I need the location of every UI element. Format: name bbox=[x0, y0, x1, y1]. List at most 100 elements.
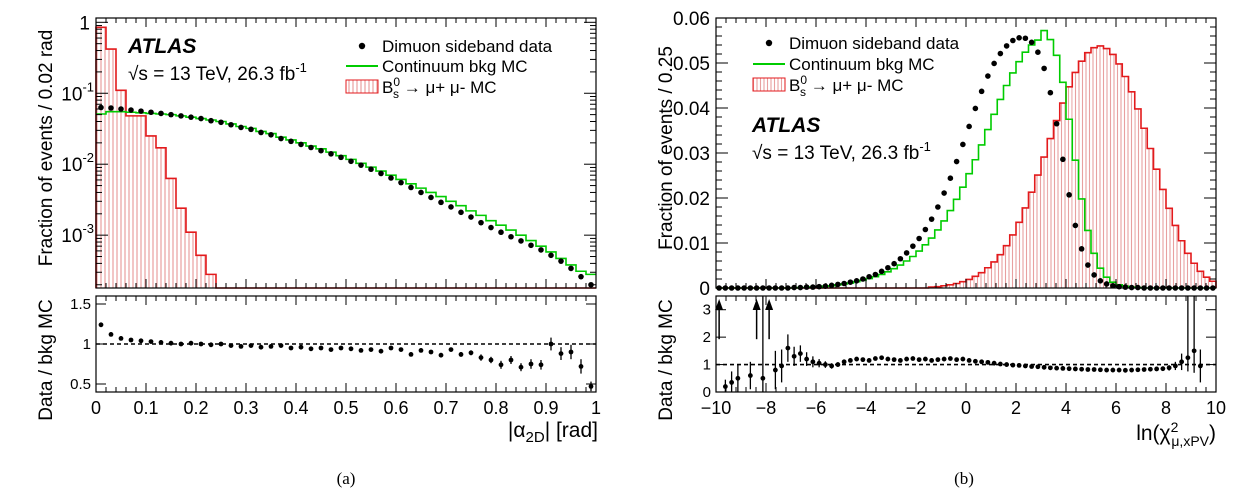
panel-a-y-axis-label: Fraction of events / 0.02 rad bbox=[36, 30, 57, 267]
ratio-point bbox=[298, 344, 304, 350]
ratio-point bbox=[448, 347, 454, 352]
ratio-point bbox=[854, 356, 860, 362]
ratio-arrow-head bbox=[765, 299, 774, 310]
ratio-point bbox=[929, 358, 935, 363]
y-tick-label: 0.03 bbox=[673, 144, 710, 165]
data-point bbox=[1041, 65, 1047, 72]
panel-b-legend: Dimuon sideband data Continuum bkg MC B0… bbox=[752, 34, 960, 99]
signal-bar bbox=[1141, 128, 1148, 288]
data-point bbox=[1053, 120, 1060, 127]
data-point bbox=[1085, 262, 1091, 268]
data-point bbox=[128, 107, 134, 113]
data-point bbox=[1116, 283, 1122, 290]
data-point bbox=[897, 255, 904, 262]
data-point bbox=[997, 50, 1004, 57]
y-tick-label: 0.02 bbox=[673, 189, 710, 210]
ratio-point bbox=[218, 341, 224, 347]
x-tick-label: 0.8 bbox=[483, 398, 508, 418]
signal-bar bbox=[1172, 225, 1179, 288]
data-point bbox=[910, 243, 916, 249]
signal-bar bbox=[1016, 222, 1023, 288]
signal-bar bbox=[959, 281, 966, 288]
data-point bbox=[338, 154, 344, 161]
data-point bbox=[847, 279, 854, 285]
ratio-point bbox=[1166, 365, 1172, 371]
ratio-point bbox=[735, 375, 741, 381]
y-tick-label: 10-2 bbox=[61, 150, 94, 176]
data-point bbox=[458, 209, 464, 216]
ratio-point bbox=[891, 357, 897, 363]
panel-a-ratio-y-axis-label: Data / bkg MC bbox=[36, 299, 57, 420]
data-point bbox=[328, 151, 334, 157]
ratio-point bbox=[138, 338, 144, 344]
ratio-point bbox=[910, 356, 916, 361]
ratio-y-tick-label: 1 bbox=[83, 336, 91, 353]
ratio-point bbox=[588, 384, 594, 389]
ratio-point bbox=[822, 362, 828, 367]
ratio-point bbox=[108, 332, 114, 337]
data-point bbox=[991, 60, 997, 67]
data-point bbox=[358, 162, 364, 168]
ratio-point bbox=[258, 344, 264, 350]
data-point bbox=[208, 117, 214, 124]
ratio-plot-frame bbox=[715, 295, 1217, 393]
signal-bar bbox=[1072, 72, 1079, 288]
panel-a-energy-label: √s = 13 TeV, 26.3 fb-1 bbox=[128, 60, 307, 85]
ratio-point bbox=[578, 364, 584, 369]
y-tick-label: 0.06 bbox=[673, 9, 710, 30]
panel-a: 110-110-210-3 0 0.1 0.2 0.3 0.4 0.5 0.6 0.7 0.8 0… bbox=[36, 13, 601, 488]
ratio-point bbox=[860, 357, 866, 363]
ratio-point bbox=[238, 344, 244, 349]
signal-bar bbox=[997, 254, 1004, 288]
panel-b-atlas-label: ATLAS bbox=[751, 114, 820, 137]
signal-bar bbox=[196, 255, 206, 288]
data-point bbox=[278, 135, 284, 142]
ratio-point bbox=[1085, 367, 1091, 372]
x-tick-label: 0.3 bbox=[233, 398, 258, 418]
legend-signal-label: B0 s → μ+ μ- MC bbox=[789, 73, 904, 99]
ratio-point bbox=[1104, 367, 1110, 373]
ratio-point bbox=[879, 355, 885, 361]
panel-a-ratio-plot: 0 0.1 0.2 0.3 0.4 0.5 0.6 0.7 0.8 0.9 1 0.5 1 1.5 bbox=[70, 295, 601, 418]
ratio-point bbox=[198, 341, 204, 347]
legend-signal-marker bbox=[345, 79, 379, 94]
data-point bbox=[966, 123, 972, 130]
data-point bbox=[568, 265, 574, 272]
ratio-y-tick-label: 0.5 bbox=[70, 376, 91, 393]
ratio-point bbox=[904, 356, 910, 362]
ratio-point bbox=[729, 380, 735, 385]
data-point bbox=[238, 124, 244, 131]
signal-bar bbox=[1022, 207, 1029, 288]
signal-bar bbox=[116, 90, 126, 288]
data-point bbox=[853, 278, 860, 284]
ratio-point bbox=[779, 363, 785, 369]
data-point bbox=[108, 105, 114, 111]
ratio-point bbox=[810, 359, 816, 365]
legend-data-marker bbox=[358, 42, 366, 50]
data-point bbox=[488, 224, 494, 231]
data-point bbox=[872, 271, 879, 278]
ratio-point bbox=[338, 345, 344, 351]
ratio-point bbox=[1160, 366, 1166, 372]
ratio-point bbox=[991, 360, 997, 366]
ratio-point bbox=[916, 357, 922, 363]
x-tick-label: 4 bbox=[1061, 398, 1071, 418]
ratio-point bbox=[816, 360, 822, 366]
panel-b-caption: (b) bbox=[954, 469, 974, 488]
data-point bbox=[1097, 278, 1104, 284]
data-point bbox=[428, 194, 434, 201]
ratio-point bbox=[1091, 367, 1097, 372]
signal-bar bbox=[966, 279, 973, 288]
signal-bar bbox=[978, 272, 985, 288]
ratio-point bbox=[760, 375, 766, 381]
ratio-point bbox=[872, 356, 878, 361]
signal-bar bbox=[106, 49, 116, 288]
x-tick-label: −10 bbox=[701, 398, 732, 418]
x-tick-label: 0.1 bbox=[133, 398, 158, 418]
ratio-point bbox=[378, 348, 384, 354]
x-tick-label: 0.7 bbox=[433, 398, 458, 418]
y-tick-label: 0.05 bbox=[673, 54, 710, 75]
ratio-point bbox=[128, 337, 134, 343]
panel-a-atlas-label: ATLAS bbox=[127, 35, 196, 58]
data-point bbox=[158, 110, 164, 117]
